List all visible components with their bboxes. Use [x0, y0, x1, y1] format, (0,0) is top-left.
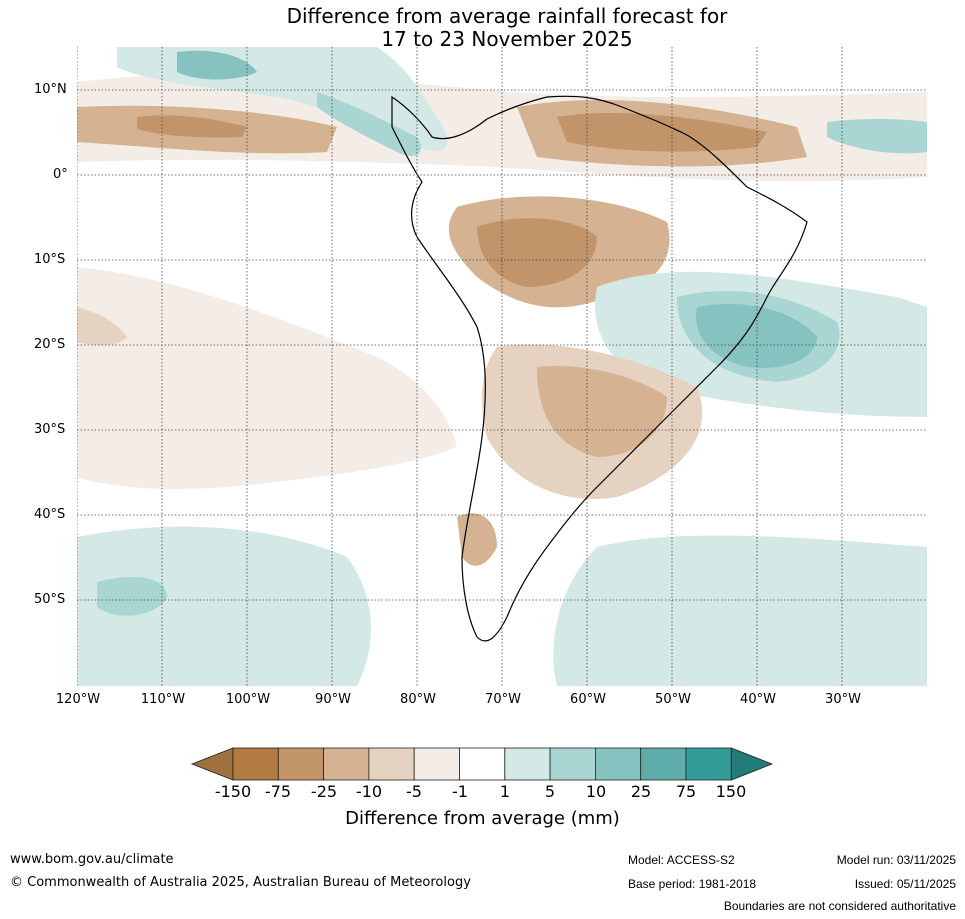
- lon-label-110w: 110°W: [140, 692, 186, 707]
- colorbar-tick-label: 75: [675, 782, 697, 801]
- wet-anomaly-southeast-brazil-core: [696, 303, 817, 368]
- footer-disclaimer: Boundaries are not considered authoritat…: [723, 899, 956, 913]
- colorbar-swatch-10: [640, 747, 687, 781]
- colorbar-swatch-11: [685, 747, 732, 781]
- lon-label-60w: 60°W: [570, 692, 606, 707]
- colorbar-swatch-6: [459, 747, 506, 781]
- colorbar-tick-label: -1: [452, 782, 468, 801]
- colorbar-tick-label: -10: [355, 782, 383, 801]
- dry-anomaly-pacific-patch: [77, 307, 127, 346]
- lat-label-20s: 20°S: [34, 337, 66, 352]
- lat-label-10n: 10°N: [34, 82, 67, 97]
- colorbar-tick-label: 25: [630, 782, 652, 801]
- colorbar-tick-label: 150: [715, 782, 747, 801]
- colorbar-swatch-1: [232, 747, 279, 781]
- lon-label-80w: 80°W: [400, 692, 436, 707]
- wet-anomaly-central-america: [317, 92, 421, 157]
- map-title-line2: 17 to 23 November 2025: [381, 27, 633, 51]
- colorbar-swatch-8: [549, 747, 596, 781]
- lon-label-50w: 50°W: [655, 692, 691, 707]
- wet-anomaly-south-atlantic: [553, 535, 927, 686]
- dry-anomaly-north-core: [137, 115, 247, 138]
- lon-label-100w: 100°W: [225, 692, 271, 707]
- wet-anomaly-southern-pacific-core: [97, 577, 167, 616]
- wet-anomaly-southern-pacific: [77, 526, 371, 686]
- colorbar-extend-low: [190, 747, 234, 781]
- rainfall-anomaly-map: [77, 47, 927, 686]
- footer-model-run: Model run: 03/11/2025: [836, 853, 956, 867]
- colorbar-swatch-5: [413, 747, 460, 781]
- colorbar-tick-label: -75: [264, 782, 292, 801]
- dry-anomaly-amazon-north-core: [557, 112, 767, 152]
- colorbar-swatch-3: [323, 747, 370, 781]
- dry-anomaly-southeast-pacific: [77, 267, 457, 489]
- footer-website: www.bom.gov.au/climate: [10, 852, 174, 867]
- colorbar-extend-high: [730, 747, 774, 781]
- lat-label-50s: 50°S: [34, 592, 66, 607]
- lon-label-30w: 30°W: [825, 692, 861, 707]
- colorbar-swatch-7: [504, 747, 551, 781]
- lon-label-90w: 90°W: [315, 692, 351, 707]
- colorbar-swatch-4: [368, 747, 415, 781]
- footer-issued: Issued: 05/11/2025: [854, 877, 956, 891]
- map-title-line1: Difference from average rainfall forecas…: [286, 4, 728, 28]
- lat-label-30s: 30°S: [34, 422, 66, 437]
- lat-label-40s: 40°S: [34, 507, 66, 522]
- dry-anomaly-western-amazon: [477, 218, 597, 287]
- footer-model: Model: ACCESS-S2: [628, 853, 735, 867]
- footer-copyright: © Commonwealth of Australia 2025, Austra…: [10, 875, 471, 890]
- colorbar-tick-label: 1: [499, 782, 511, 801]
- lat-label-10s: 10°S: [34, 252, 66, 267]
- colorbar-tick-label: -25: [310, 782, 338, 801]
- colorbar: [190, 747, 774, 781]
- wet-anomaly-north-pacific-core: [177, 50, 257, 80]
- dry-anomaly-southern-cone-core: [537, 366, 667, 457]
- lon-label-40w: 40°W: [740, 692, 776, 707]
- graticule: [77, 47, 927, 686]
- colorbar-tick-label: -5: [406, 782, 422, 801]
- colorbar-tick-label: -150: [214, 782, 252, 801]
- colorbar-swatch-9: [594, 747, 642, 781]
- lon-label-120w: 120°W: [55, 692, 101, 707]
- colorbar-tick-label: 5: [544, 782, 556, 801]
- colorbar-swatch-2: [277, 747, 325, 781]
- lon-label-70w: 70°W: [485, 692, 521, 707]
- footer-base-period: Base period: 1981-2018: [628, 877, 757, 891]
- lat-label-0: 0°: [53, 167, 68, 182]
- wet-anomaly-atlantic-north: [827, 118, 927, 154]
- colorbar-tick-label: 10: [585, 782, 607, 801]
- colorbar-title: Difference from average (mm): [345, 808, 620, 829]
- south-america-coastline: [391, 95, 808, 642]
